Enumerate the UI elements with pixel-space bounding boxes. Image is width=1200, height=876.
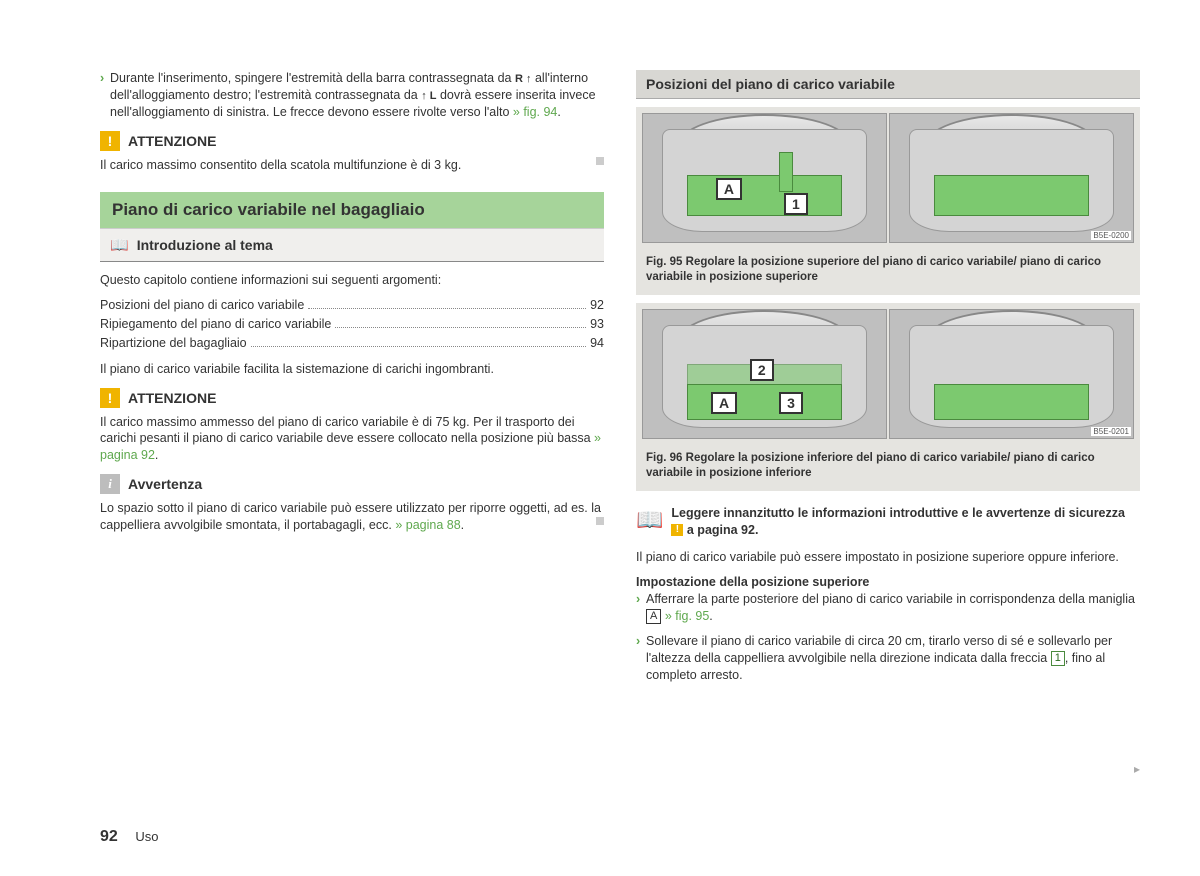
text: a pagina 92. xyxy=(683,523,758,537)
text: Durante l'inserimento, spingere l'estrem… xyxy=(110,71,515,85)
figure-95-images: A 1 B5E-0200 xyxy=(636,107,1140,249)
right-column: Posizioni del piano di carico variabile … xyxy=(636,70,1140,692)
fig-94-link[interactable]: » fig. 94 xyxy=(513,105,557,119)
fig-95-left-image: A 1 xyxy=(642,113,887,243)
fig-label: Fig. 95 xyxy=(646,256,682,268)
subheading-upper-position: Impostazione della posizione superiore xyxy=(636,575,1140,589)
chevron-icon: › xyxy=(636,591,640,608)
warning-icon: ! xyxy=(671,524,683,536)
marker-l: ↑ L xyxy=(421,89,436,104)
note-heading: i Avvertenza xyxy=(100,474,604,494)
intro-title: Introduzione al tema xyxy=(137,237,273,253)
callout-ref-a: A xyxy=(646,609,661,624)
insertion-instruction: › Durante l'inserimento, spingere l'estr… xyxy=(100,70,604,121)
step-2: › Sollevare il piano di carico variabile… xyxy=(636,633,1140,684)
callout-3: 3 xyxy=(779,392,803,414)
read-first-note: 📖 Leggere innanzitutto le informazioni i… xyxy=(636,505,1140,539)
toc-dots xyxy=(335,327,586,328)
toc-page: 92 xyxy=(590,296,604,315)
fig-96-caption: Fig. 96 Regolare la posizione inferiore … xyxy=(636,445,1140,491)
toc-label[interactable]: Ripartizione del bagagliaio xyxy=(100,334,247,353)
note-body: Lo spazio sotto il piano di carico varia… xyxy=(100,500,604,534)
toc-dots xyxy=(251,346,586,347)
page-88-link[interactable]: » pagina 88 xyxy=(395,518,460,532)
attention-title: ATTENZIONE xyxy=(128,390,216,406)
fig-label: Fig. 96 xyxy=(646,452,682,464)
text: Sollevare il piano di carico variabile d… xyxy=(646,634,1112,665)
chevron-icon: › xyxy=(100,70,104,87)
callout-a: A xyxy=(711,392,737,414)
book-icon: 📖 xyxy=(636,505,663,539)
fig-95-link[interactable]: » fig. 95 xyxy=(661,609,709,623)
callout-2: 2 xyxy=(750,359,774,381)
note-title: Avvertenza xyxy=(128,476,202,492)
toc-row: Ripartizione del bagagliaio 94 xyxy=(100,334,604,353)
continuation-arrow-icon: ▸ xyxy=(1134,762,1140,776)
book-icon: 📖 xyxy=(110,236,129,254)
attention-1-body: Il carico massimo consentito della scato… xyxy=(100,157,604,174)
fig-95-caption: Fig. 95 Regolare la posizione superiore … xyxy=(636,249,1140,295)
toc-label[interactable]: Posizioni del piano di carico variabile xyxy=(100,296,304,315)
end-mark-icon xyxy=(596,517,604,525)
text: Leggere innanzitutto le informazioni int… xyxy=(671,506,1125,520)
body-text: Il piano di carico variabile può essere … xyxy=(636,549,1140,566)
page-footer: 92 Uso xyxy=(100,828,159,846)
left-column: › Durante l'inserimento, spingere l'estr… xyxy=(100,70,604,692)
fig-96-right-image: B5E-0201 xyxy=(889,309,1134,439)
section-title-bar: Piano di carico variabile nel bagagliaio xyxy=(100,192,604,228)
figure-96-images: 2 A 3 B5E-0201 xyxy=(636,303,1140,445)
fig-95-right-image: B5E-0200 xyxy=(889,113,1134,243)
page-number: 92 xyxy=(100,828,118,845)
toc-page: 94 xyxy=(590,334,604,353)
figure-95-box: A 1 B5E-0200 Fig. 95 Regolare la posizio… xyxy=(636,107,1140,295)
image-code: B5E-0200 xyxy=(1091,231,1131,240)
text: Il carico massimo consentito della scato… xyxy=(100,158,461,172)
text: Il carico massimo ammesso del piano di c… xyxy=(100,415,594,446)
attention-heading-1: ! ATTENZIONE xyxy=(100,131,604,151)
toc-row: Ripiegamento del piano di carico variabi… xyxy=(100,315,604,334)
fig-caption-text: Regolare la posizione superiore del pian… xyxy=(646,256,1101,283)
toc-row: Posizioni del piano di carico variabile … xyxy=(100,296,604,315)
toc-dots xyxy=(308,308,586,309)
intro-bar: 📖 Introduzione al tema xyxy=(100,228,604,262)
callout-ref-1: 1 xyxy=(1051,651,1065,666)
warning-icon: ! xyxy=(100,131,120,151)
footer-section: Uso xyxy=(135,829,158,844)
toc-label[interactable]: Ripiegamento del piano di carico variabi… xyxy=(100,315,331,334)
end-mark-icon xyxy=(596,157,604,165)
marker-r: R ↑ xyxy=(515,72,532,87)
fig-96-left-image: 2 A 3 xyxy=(642,309,887,439)
fig-caption-text: Regolare la posizione inferiore del pian… xyxy=(646,452,1095,479)
intro-after-text: Il piano di carico variabile facilita la… xyxy=(100,361,604,378)
toc-list: Posizioni del piano di carico variabile … xyxy=(100,296,604,352)
toc-page: 93 xyxy=(590,315,604,334)
warning-icon: ! xyxy=(100,388,120,408)
text: . xyxy=(461,518,464,532)
text: Afferrare la parte posteriore del piano … xyxy=(646,592,1135,606)
callout-1: 1 xyxy=(784,193,808,215)
attention-title: ATTENZIONE xyxy=(128,133,216,149)
text: Lo spazio sotto il piano di carico varia… xyxy=(100,501,601,532)
chevron-icon: › xyxy=(636,633,640,650)
image-code: B5E-0201 xyxy=(1091,427,1131,436)
callout-a: A xyxy=(716,178,742,200)
positions-header: Posizioni del piano di carico variabile xyxy=(636,70,1140,99)
text: . xyxy=(155,448,158,462)
attention-2-body: Il carico massimo ammesso del piano di c… xyxy=(100,414,604,465)
attention-heading-2: ! ATTENZIONE xyxy=(100,388,604,408)
step-1: › Afferrare la parte posteriore del pian… xyxy=(636,591,1140,625)
text: . xyxy=(557,105,560,119)
text: . xyxy=(709,609,712,623)
info-icon: i xyxy=(100,474,120,494)
figure-96-box: 2 A 3 B5E-0201 Fig. 96 Regolare la p xyxy=(636,303,1140,491)
intro-lead-text: Questo capitolo contiene informazioni su… xyxy=(100,272,604,289)
